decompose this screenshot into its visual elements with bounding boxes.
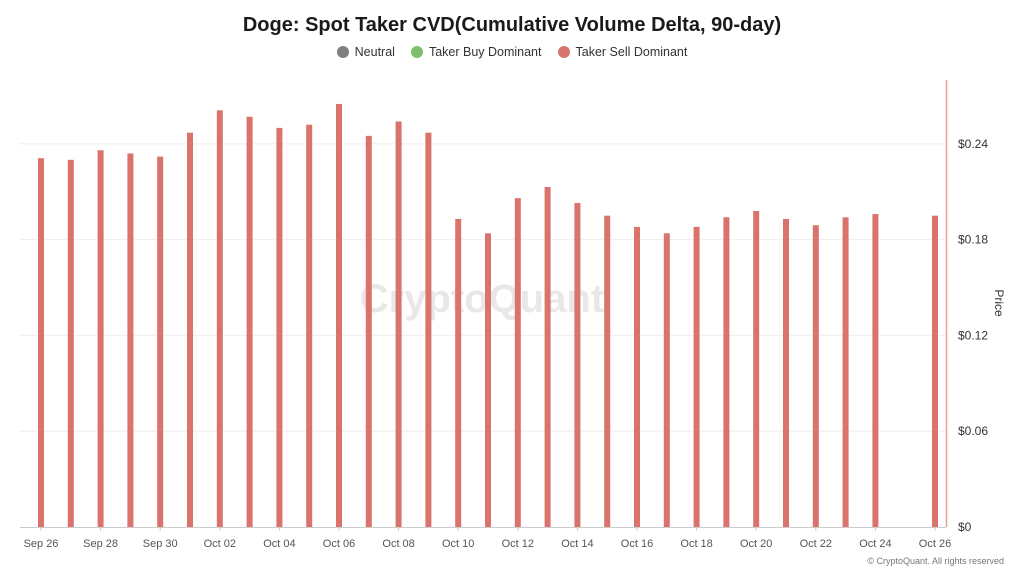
y-tick-label: $0.24 — [958, 137, 988, 151]
bar — [246, 116, 253, 527]
bar — [514, 198, 521, 527]
bar — [395, 121, 402, 527]
bar — [157, 156, 164, 527]
x-tick-label: Oct 06 — [323, 538, 355, 550]
x-tick-label: Oct 22 — [800, 538, 832, 550]
legend-label-taker-buy: Taker Buy Dominant — [428, 45, 542, 59]
y-tick-label: $0 — [958, 520, 972, 534]
x-tick-label: Oct 20 — [740, 538, 772, 550]
bar — [365, 135, 372, 527]
bar — [455, 218, 462, 527]
x-tick-label: Oct 04 — [263, 538, 295, 550]
bar — [306, 124, 313, 527]
bar — [663, 233, 670, 527]
legend-label-neutral: Neutral — [354, 45, 395, 59]
x-tick-label: Sep 26 — [24, 538, 59, 550]
x-tick-label: Oct 18 — [680, 538, 712, 550]
taker-sell-dot-icon — [557, 46, 570, 58]
y-tick-label: $0.12 — [958, 328, 988, 342]
x-tick-label: Oct 02 — [204, 538, 236, 550]
x-tick-label: Oct 12 — [502, 538, 534, 550]
legend: Neutral Taker Buy Dominant Taker Sell Do… — [0, 45, 1024, 59]
bar — [38, 158, 44, 527]
bar — [544, 186, 551, 528]
legend-item-taker-buy[interactable]: Taker Buy Dominant — [410, 45, 542, 59]
bar — [336, 103, 342, 528]
bar — [67, 159, 74, 528]
x-tick-label: Oct 14 — [561, 538, 593, 550]
legend-item-neutral[interactable]: Neutral — [336, 45, 395, 59]
y-tick-label: $0.18 — [958, 233, 988, 247]
taker-buy-dot-icon — [410, 46, 423, 58]
bar — [216, 110, 223, 527]
x-tick-label: Oct 24 — [859, 538, 891, 550]
chart-title: Doge: Spot Taker CVD(Cumulative Volume D… — [242, 14, 782, 36]
bar — [574, 202, 581, 528]
x-tick-label: Sep 30 — [143, 538, 178, 550]
y-axis-label: Price — [992, 289, 1006, 317]
bar — [485, 233, 491, 527]
bar — [693, 226, 700, 527]
legend-item-taker-sell[interactable]: Taker Sell Dominant — [557, 45, 688, 59]
x-tick-label: Oct 26 — [919, 538, 951, 550]
bar — [872, 214, 879, 527]
neutral-dot-icon — [336, 46, 349, 58]
bar — [97, 150, 104, 527]
bar — [842, 217, 849, 528]
bar — [753, 210, 760, 527]
bar — [932, 215, 938, 528]
legend-label-taker-sell: Taker Sell Dominant — [575, 45, 688, 59]
bar — [425, 132, 432, 528]
x-tick-label: Oct 08 — [382, 538, 414, 550]
x-tick-label: Oct 16 — [621, 538, 653, 550]
x-tick-label: Sep 28 — [83, 538, 118, 550]
y-tick-label: $0.06 — [958, 424, 988, 438]
bar — [276, 127, 283, 528]
bar — [187, 132, 193, 528]
bar — [604, 215, 611, 528]
bar — [812, 225, 819, 527]
x-tick-label: Oct 10 — [442, 538, 474, 550]
bar — [783, 218, 789, 527]
bar — [127, 153, 134, 527]
bar — [634, 226, 640, 527]
bar — [723, 217, 730, 528]
copyright-credit: © CryptoQuant. All rights reserved — [867, 556, 1004, 566]
